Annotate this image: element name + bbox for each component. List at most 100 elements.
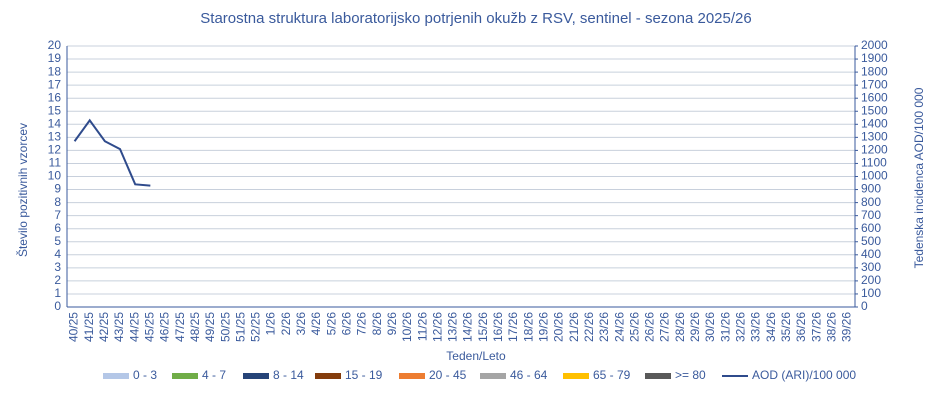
legend-label: 65 - 79 (593, 368, 631, 382)
y-axis-label: Število pozitivnih vzorcev (15, 123, 30, 257)
legend-swatch (399, 373, 425, 379)
y2-tick-label: 900 (861, 182, 881, 196)
y2-tick-label: 1700 (861, 77, 888, 91)
x-tick-label: 24/26 (612, 312, 626, 342)
x-tick-label: 15/26 (476, 312, 490, 342)
x-tick-label: 52/25 (249, 312, 263, 342)
x-tick-label: 37/26 (809, 312, 823, 342)
x-tick-label: 9/26 (385, 312, 399, 336)
y2-tick-label: 100 (861, 286, 881, 300)
y2-tick-label: 1800 (861, 64, 888, 78)
legend-label: >= 80 (675, 368, 706, 382)
x-tick-label: 34/26 (764, 312, 778, 342)
x-tick-label: 45/25 (143, 312, 157, 342)
y-tick-label: 18 (48, 64, 62, 78)
x-tick-label: 12/26 (430, 312, 444, 342)
y-tick-label: 2 (54, 273, 61, 287)
x-tick-label: 29/26 (688, 312, 702, 342)
y-tick-label: 6 (54, 221, 61, 235)
x-tick-label: 41/25 (82, 312, 96, 342)
y2-tick-label: 200 (861, 273, 881, 287)
legend-label: AOD (ARI)/100 000 (752, 368, 856, 382)
x-tick-label: 6/26 (340, 312, 354, 336)
y-tick-label: 13 (48, 130, 62, 144)
x-tick-label: 30/26 (703, 312, 717, 342)
x-tick-label: 43/25 (112, 312, 126, 342)
x-tick-label: 49/25 (203, 312, 217, 342)
x-tick-label: 47/25 (173, 312, 187, 342)
y-tick-label: 8 (54, 195, 61, 209)
line (73, 118, 151, 187)
y2-tick-label: 1000 (861, 169, 888, 183)
legend-label: 15 - 19 (345, 368, 383, 382)
x-tick-label: 48/25 (188, 312, 202, 342)
y2-axis-label: Tedenska incidenca AOD/100 000 (912, 87, 926, 268)
y-tick-label: 17 (48, 77, 62, 91)
y2-tick-label: 0 (861, 299, 868, 313)
chart-title: Starostna struktura laboratorijsko potrj… (200, 10, 751, 27)
x-tick-label: 14/26 (461, 312, 475, 342)
x-axis-label: Teden/Leto (446, 349, 506, 363)
y2-tick-label: 2000 (861, 38, 888, 52)
y-tick-label: 10 (48, 169, 62, 183)
x-tick-label: 19/26 (537, 312, 551, 342)
x-tick-label: 2/26 (279, 312, 293, 336)
y-tick-label: 9 (54, 182, 61, 196)
y2-tick-label: 1300 (861, 130, 888, 144)
y-tick-label: 20 (48, 38, 62, 52)
y-tick-label: 16 (48, 90, 62, 104)
x-tick-label: 22/26 (582, 312, 596, 342)
x-tick-label: 44/25 (127, 312, 141, 342)
x-tick-label: 38/26 (824, 312, 838, 342)
x-tick-label: 46/25 (158, 312, 172, 342)
y2-tick-label: 1600 (861, 90, 888, 104)
y2-tick-label: 1200 (861, 143, 888, 157)
y-tick-label: 12 (48, 143, 62, 157)
legend-label: 20 - 45 (429, 368, 467, 382)
y2-tick-label: 1400 (861, 116, 888, 130)
x-tick-label: 10/26 (400, 312, 414, 342)
legend-swatch (103, 373, 129, 379)
y-tick-label: 19 (48, 51, 62, 65)
x-tick-label: 7/26 (355, 312, 369, 336)
x-tick-label: 28/26 (673, 312, 687, 342)
x-tick-label: 4/26 (309, 312, 323, 336)
y2-tick-label: 500 (861, 234, 881, 248)
y-tick-label: 5 (54, 234, 61, 248)
x-tick-label: 21/26 (567, 312, 581, 342)
x-tick-label: 35/26 (779, 312, 793, 342)
legend-label: 8 - 14 (273, 368, 304, 382)
x-tick-label: 5/26 (324, 312, 338, 336)
x-tick-label: 50/25 (218, 312, 232, 342)
legend-swatch (243, 373, 269, 379)
x-tick-label: 26/26 (643, 312, 657, 342)
legend-swatch (480, 373, 506, 379)
legend-label: 4 - 7 (202, 368, 226, 382)
legend-swatch (645, 373, 671, 379)
y2-tick-label: 1900 (861, 51, 888, 65)
x-tick-label: 20/26 (552, 312, 566, 342)
legend-label: 46 - 64 (510, 368, 548, 382)
y-tick-label: 3 (54, 260, 61, 274)
y-tick-label: 15 (48, 103, 62, 117)
x-tick-label: 17/26 (506, 312, 520, 342)
x-tick-label: 16/26 (491, 312, 505, 342)
y-tick-label: 4 (54, 247, 61, 261)
x-tick-label: 11/26 (415, 312, 429, 341)
y-tick-label: 7 (54, 208, 61, 222)
x-tick-label: 42/25 (97, 312, 111, 342)
x-tick-label: 18/26 (521, 312, 535, 342)
y2-tick-label: 1100 (861, 156, 887, 170)
y2-tick-label: 700 (861, 208, 881, 222)
x-tick-label: 8/26 (370, 312, 384, 336)
x-tick-label: 36/26 (794, 312, 808, 342)
x-tick-label: 40/25 (67, 312, 81, 342)
x-tick-label: 31/26 (718, 312, 732, 342)
legend-swatch (315, 373, 341, 379)
y-tick-label: 11 (49, 156, 62, 170)
x-tick-label: 39/26 (840, 312, 854, 342)
x-tick-label: 13/26 (446, 312, 460, 342)
legend-swatch (172, 373, 198, 379)
y-tick-label: 1 (54, 286, 61, 300)
